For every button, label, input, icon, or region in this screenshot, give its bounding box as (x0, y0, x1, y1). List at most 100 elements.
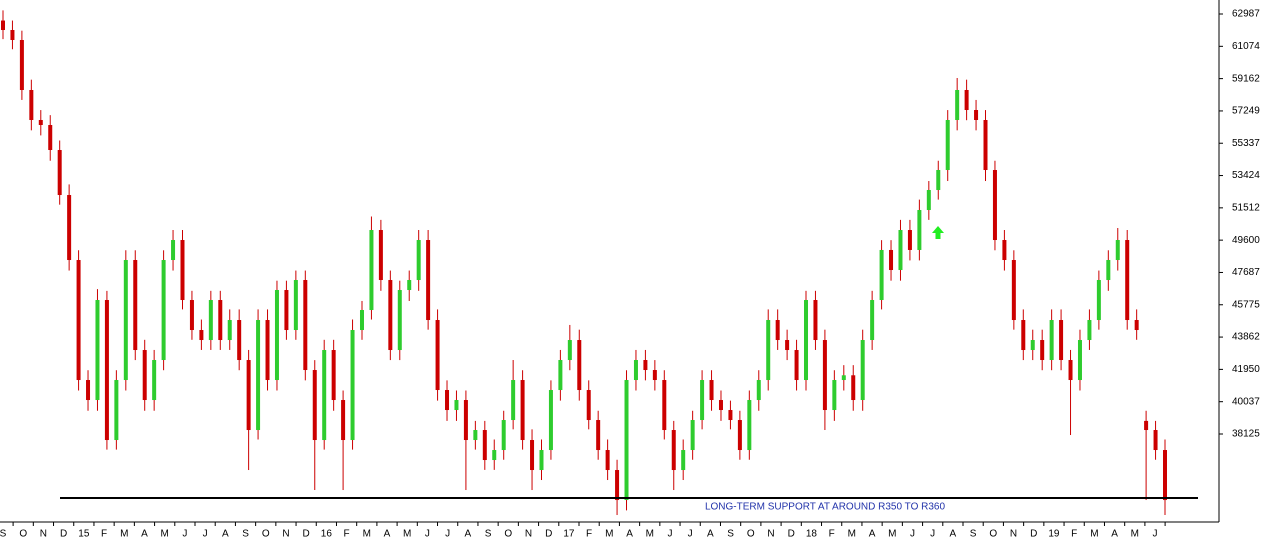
candle-body (312, 370, 317, 441)
annotation: LONG-TERM SUPPORT AT AROUND R350 TO R360 (705, 502, 946, 513)
x-tick-label: M (363, 529, 371, 540)
x-tick-label: S (242, 529, 249, 540)
candle-body (152, 360, 157, 401)
y-tick-label: 49600 (1232, 235, 1260, 246)
candle-body (171, 240, 176, 261)
candle-body (766, 320, 771, 381)
x-tick-label: M (888, 529, 896, 540)
candle-body (756, 380, 761, 401)
candle-body (388, 280, 393, 351)
x-tick-label: J (203, 529, 208, 540)
candle-body (728, 410, 733, 421)
candle-body (822, 340, 827, 411)
candle-body (359, 310, 364, 331)
candle-body (633, 360, 638, 381)
candle-body (426, 240, 431, 321)
candle-body (804, 300, 809, 381)
candle-body (992, 170, 997, 241)
x-tick-label: M (1090, 529, 1098, 540)
candle-body (378, 230, 383, 281)
candle-body (709, 380, 714, 401)
candle-body (700, 380, 705, 421)
candle-body (936, 170, 941, 191)
candle-body (917, 210, 922, 250)
candle-body (227, 320, 232, 341)
x-tick-label: F (344, 529, 350, 540)
candle-body (1115, 240, 1120, 261)
candle-body (454, 400, 459, 411)
x-tick-label: A (222, 529, 229, 540)
x-tick-label: D (60, 529, 67, 540)
candle-body (889, 249, 894, 271)
y-tick-label: 40037 (1232, 396, 1260, 407)
x-tick-label: M (120, 529, 128, 540)
x-tick-label: N (1010, 529, 1017, 540)
x-tick-label: N (40, 529, 47, 540)
y-tick-label: 43862 (1232, 332, 1260, 343)
candle-body (331, 350, 336, 401)
candle-body (539, 450, 544, 471)
x-tick-label: O (504, 529, 512, 540)
candles (1, 10, 1167, 516)
x-tick-label: N (525, 529, 532, 540)
x-tick-label: O (262, 529, 270, 540)
candle-body (1163, 450, 1167, 501)
y-tick-label: 41950 (1232, 364, 1260, 375)
x-tick-label: S (0, 529, 7, 540)
x-tick-label: N (767, 529, 774, 540)
x-tick-label: A (869, 529, 876, 540)
candle-body (1, 20, 5, 31)
candle-body (671, 430, 676, 471)
candle-body (926, 190, 931, 211)
candle-body (463, 400, 468, 441)
x-tick-label: F (1071, 529, 1077, 540)
candle-body (180, 240, 185, 301)
y-tick-label: 51512 (1232, 202, 1260, 213)
y-tick-label: 59162 (1232, 73, 1260, 84)
x-tick-label: A (626, 529, 633, 540)
y-tick-label: 57249 (1232, 106, 1260, 117)
candle-body (1096, 280, 1101, 321)
candle-body (19, 40, 24, 91)
candle-body (577, 340, 582, 391)
x-tick-label: M (1131, 529, 1139, 540)
candle-body (29, 90, 34, 121)
candle-body (86, 380, 91, 401)
candle-body (785, 340, 790, 351)
candle-body (1030, 340, 1035, 351)
x-tick-label: M (403, 529, 411, 540)
candle-body (841, 375, 846, 381)
candle-body (1144, 420, 1149, 431)
candle-body (407, 280, 412, 291)
y-tick-label: 47687 (1232, 267, 1260, 278)
candle-body (1106, 260, 1111, 281)
candle-body (775, 320, 780, 341)
candle-body (662, 380, 667, 431)
y-tick-label: 62987 (1232, 9, 1260, 20)
x-tick-label: O (19, 529, 27, 540)
candle-body (511, 380, 516, 421)
candle-body (435, 320, 440, 391)
candle-body (813, 300, 818, 341)
candle-body (615, 470, 620, 501)
buy-arrow (932, 226, 944, 239)
x-tick-label: A (465, 529, 472, 540)
candle-body (114, 380, 119, 441)
candle-body (879, 249, 884, 301)
candle-body (95, 300, 100, 401)
candle-body (123, 260, 128, 381)
candle-body (1011, 260, 1016, 321)
candle-body (860, 340, 865, 401)
y-tick-label: 53424 (1232, 170, 1260, 181)
candle-body (397, 290, 402, 351)
candle-body (1134, 320, 1139, 331)
candle-body (501, 420, 506, 451)
candle-body (104, 300, 109, 441)
candle-body (643, 360, 648, 371)
candle-body (246, 360, 251, 431)
candle-body (199, 330, 204, 341)
x-tick-label: S (727, 529, 734, 540)
x-tick-label: J (445, 529, 450, 540)
x-tick-label: M (161, 529, 169, 540)
